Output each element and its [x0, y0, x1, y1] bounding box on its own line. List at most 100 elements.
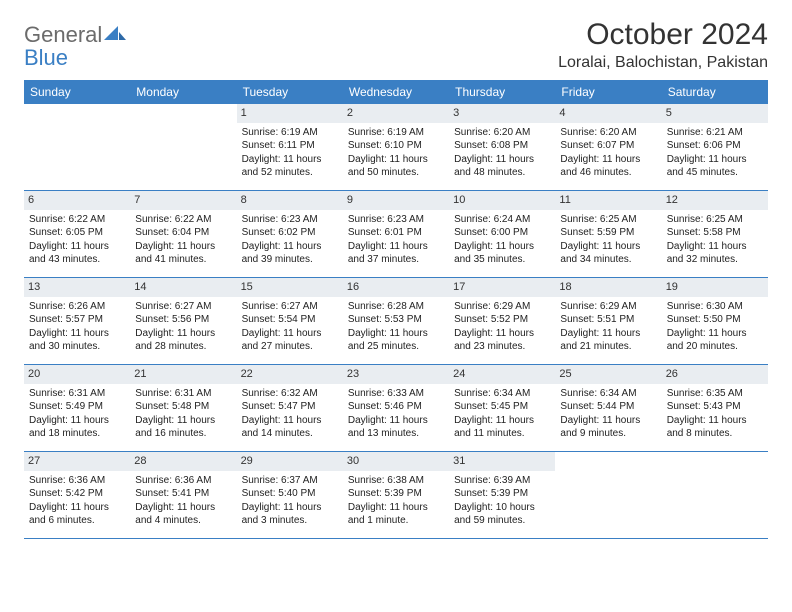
daylight-text: and 30 minutes.: [29, 340, 125, 354]
daylight-text: and 13 minutes.: [348, 427, 444, 441]
daylight-text: Daylight: 11 hours: [348, 414, 444, 428]
daylight-text: Daylight: 11 hours: [454, 240, 550, 254]
daylight-text: Daylight: 11 hours: [560, 240, 656, 254]
day-cell: 29Sunrise: 6:37 AMSunset: 5:40 PMDayligh…: [237, 452, 343, 538]
day-cell: 18Sunrise: 6:29 AMSunset: 5:51 PMDayligh…: [555, 278, 661, 364]
day-number: 8: [237, 191, 343, 210]
daylight-text: Daylight: 11 hours: [135, 327, 231, 341]
sunset-text: Sunset: 5:43 PM: [667, 400, 763, 414]
daylight-text: Daylight: 11 hours: [242, 153, 338, 167]
daylight-text: Daylight: 10 hours: [454, 501, 550, 515]
daylight-text: and 23 minutes.: [454, 340, 550, 354]
daylight-text: Daylight: 11 hours: [560, 153, 656, 167]
sunset-text: Sunset: 6:05 PM: [29, 226, 125, 240]
day-cell: 11Sunrise: 6:25 AMSunset: 5:59 PMDayligh…: [555, 191, 661, 277]
day-cell: [662, 452, 768, 538]
sunrise-text: Sunrise: 6:33 AM: [348, 387, 444, 401]
day-number: 24: [449, 365, 555, 384]
day-cell: 17Sunrise: 6:29 AMSunset: 5:52 PMDayligh…: [449, 278, 555, 364]
week-row: 6Sunrise: 6:22 AMSunset: 6:05 PMDaylight…: [24, 191, 768, 278]
daylight-text: Daylight: 11 hours: [29, 501, 125, 515]
daylight-text: and 6 minutes.: [29, 514, 125, 528]
day-number: 9: [343, 191, 449, 210]
sunrise-text: Sunrise: 6:19 AM: [348, 126, 444, 140]
sunrise-text: Sunrise: 6:27 AM: [242, 300, 338, 314]
daylight-text: and 8 minutes.: [667, 427, 763, 441]
daylight-text: Daylight: 11 hours: [667, 414, 763, 428]
daylight-text: and 39 minutes.: [242, 253, 338, 267]
day-number: 19: [662, 278, 768, 297]
daylight-text: and 18 minutes.: [29, 427, 125, 441]
calendar: Sunday Monday Tuesday Wednesday Thursday…: [24, 80, 768, 539]
daylight-text: and 37 minutes.: [348, 253, 444, 267]
sunset-text: Sunset: 5:46 PM: [348, 400, 444, 414]
week-row: 1Sunrise: 6:19 AMSunset: 6:11 PMDaylight…: [24, 104, 768, 191]
day-cell: 12Sunrise: 6:25 AMSunset: 5:58 PMDayligh…: [662, 191, 768, 277]
day-cell: 3Sunrise: 6:20 AMSunset: 6:08 PMDaylight…: [449, 104, 555, 190]
sunset-text: Sunset: 5:41 PM: [135, 487, 231, 501]
daylight-text: and 50 minutes.: [348, 166, 444, 180]
sunrise-text: Sunrise: 6:35 AM: [667, 387, 763, 401]
day-cell: [555, 452, 661, 538]
month-title: October 2024: [558, 18, 768, 52]
sunset-text: Sunset: 5:49 PM: [29, 400, 125, 414]
sunset-text: Sunset: 5:50 PM: [667, 313, 763, 327]
sunrise-text: Sunrise: 6:38 AM: [348, 474, 444, 488]
daylight-text: and 48 minutes.: [454, 166, 550, 180]
sunrise-text: Sunrise: 6:29 AM: [560, 300, 656, 314]
daylight-text: Daylight: 11 hours: [29, 327, 125, 341]
sunset-text: Sunset: 5:51 PM: [560, 313, 656, 327]
day-number: 15: [237, 278, 343, 297]
sunset-text: Sunset: 5:45 PM: [454, 400, 550, 414]
sunset-text: Sunset: 5:56 PM: [135, 313, 231, 327]
sunset-text: Sunset: 5:39 PM: [454, 487, 550, 501]
day-cell: 9Sunrise: 6:23 AMSunset: 6:01 PMDaylight…: [343, 191, 449, 277]
daylight-text: Daylight: 11 hours: [348, 240, 444, 254]
daylight-text: and 3 minutes.: [242, 514, 338, 528]
day-number: 14: [130, 278, 236, 297]
sunrise-text: Sunrise: 6:34 AM: [454, 387, 550, 401]
sunrise-text: Sunrise: 6:22 AM: [29, 213, 125, 227]
sunrise-text: Sunrise: 6:31 AM: [135, 387, 231, 401]
sunset-text: Sunset: 6:10 PM: [348, 139, 444, 153]
sunset-text: Sunset: 6:07 PM: [560, 139, 656, 153]
day-header-sunday: Sunday: [24, 80, 130, 104]
sunrise-text: Sunrise: 6:39 AM: [454, 474, 550, 488]
week-row: 13Sunrise: 6:26 AMSunset: 5:57 PMDayligh…: [24, 278, 768, 365]
day-number: 13: [24, 278, 130, 297]
sunset-text: Sunset: 6:06 PM: [667, 139, 763, 153]
sunset-text: Sunset: 5:48 PM: [135, 400, 231, 414]
day-cell: 25Sunrise: 6:34 AMSunset: 5:44 PMDayligh…: [555, 365, 661, 451]
sunrise-text: Sunrise: 6:29 AM: [454, 300, 550, 314]
daylight-text: Daylight: 11 hours: [29, 414, 125, 428]
day-cell: 6Sunrise: 6:22 AMSunset: 6:05 PMDaylight…: [24, 191, 130, 277]
daylight-text: and 45 minutes.: [667, 166, 763, 180]
day-number: 10: [449, 191, 555, 210]
day-number: 1: [237, 104, 343, 123]
sunrise-text: Sunrise: 6:23 AM: [242, 213, 338, 227]
day-number: 22: [237, 365, 343, 384]
day-number: 12: [662, 191, 768, 210]
daylight-text: Daylight: 11 hours: [454, 327, 550, 341]
daylight-text: and 28 minutes.: [135, 340, 231, 354]
day-cell: 13Sunrise: 6:26 AMSunset: 5:57 PMDayligh…: [24, 278, 130, 364]
sunset-text: Sunset: 6:11 PM: [242, 139, 338, 153]
day-header-wednesday: Wednesday: [343, 80, 449, 104]
day-header-thursday: Thursday: [449, 80, 555, 104]
daylight-text: Daylight: 11 hours: [135, 414, 231, 428]
day-number: 3: [449, 104, 555, 123]
sunset-text: Sunset: 5:47 PM: [242, 400, 338, 414]
sunset-text: Sunset: 6:02 PM: [242, 226, 338, 240]
week-row: 27Sunrise: 6:36 AMSunset: 5:42 PMDayligh…: [24, 452, 768, 539]
sunrise-text: Sunrise: 6:36 AM: [29, 474, 125, 488]
daylight-text: Daylight: 11 hours: [667, 327, 763, 341]
day-number: 30: [343, 452, 449, 471]
daylight-text: Daylight: 11 hours: [348, 501, 444, 515]
sunrise-text: Sunrise: 6:23 AM: [348, 213, 444, 227]
day-cell: 15Sunrise: 6:27 AMSunset: 5:54 PMDayligh…: [237, 278, 343, 364]
day-number: 17: [449, 278, 555, 297]
daylight-text: Daylight: 11 hours: [560, 414, 656, 428]
daylight-text: Daylight: 11 hours: [242, 501, 338, 515]
sunrise-text: Sunrise: 6:19 AM: [242, 126, 338, 140]
daylight-text: and 27 minutes.: [242, 340, 338, 354]
